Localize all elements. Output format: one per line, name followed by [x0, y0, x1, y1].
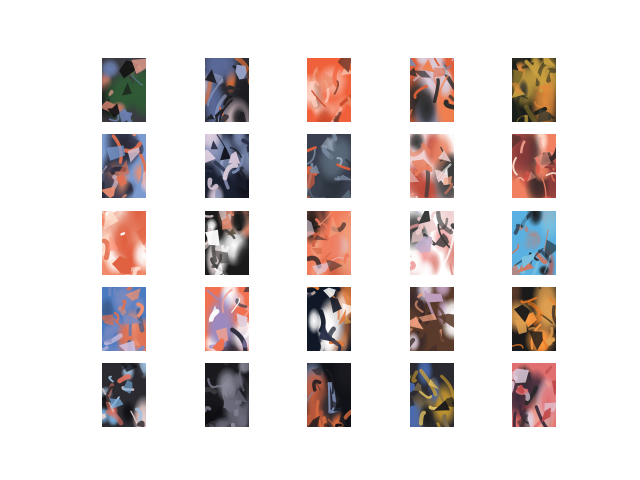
generated-image-tile: [512, 134, 556, 198]
generated-image-tile: [307, 287, 351, 351]
generated-image-tile: [410, 211, 454, 275]
generated-image-tile: [512, 58, 556, 122]
generated-image-tile: [307, 363, 351, 427]
generated-image-tile: [205, 363, 249, 427]
generated-image-tile: [410, 58, 454, 122]
generated-image-tile: [307, 134, 351, 198]
generated-image-tile: [205, 58, 249, 122]
generated-image-tile: [205, 287, 249, 351]
generated-image-tile: [512, 211, 556, 275]
generated-image-tile: [410, 134, 454, 198]
generated-image-tile: [205, 211, 249, 275]
generated-image-tile: [102, 211, 146, 275]
generated-image-tile: [410, 363, 454, 427]
generated-image-tile: [307, 211, 351, 275]
generated-image-tile: [102, 287, 146, 351]
generated-image-tile: [102, 134, 146, 198]
generated-image-tile: [205, 134, 249, 198]
generated-image-tile: [512, 287, 556, 351]
generated-image-tile: [512, 363, 556, 427]
generated-image-tile: [410, 287, 454, 351]
generated-image-tile: [307, 58, 351, 122]
generated-image-tile: [102, 363, 146, 427]
generated-image-tile: [102, 58, 146, 122]
